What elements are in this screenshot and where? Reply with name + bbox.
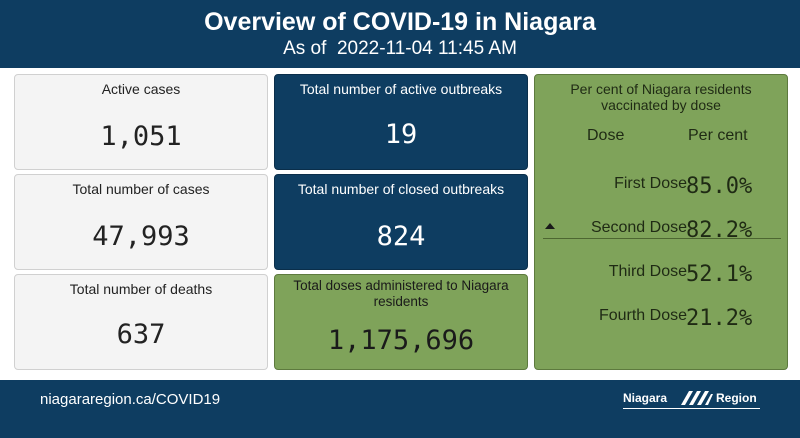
closed-outbreaks-card: Total number of closed outbreaks 824 xyxy=(274,174,528,270)
total-cases-label: Total number of cases xyxy=(72,181,210,197)
page-footer: niagararegion.ca/COVID19 Niagara Region xyxy=(0,380,800,438)
closed-outbreaks-label: Total number of closed outbreaks xyxy=(297,181,505,197)
dose-label-first: First Dose xyxy=(614,175,687,192)
dose-pct-first: 85.0% xyxy=(686,174,753,199)
vaccination-table: Per cent of Niagara residents vaccinated… xyxy=(534,74,788,370)
timestamp: 2022-11-04 11:45 AM xyxy=(336,38,517,59)
vaccination-title: Per cent of Niagara residents vaccinated… xyxy=(570,81,752,113)
page-title: Overview of COVID-19 in Niagara xyxy=(204,8,596,36)
active-cases-card: Active cases 1,051 xyxy=(14,74,268,170)
logo-mark-icon xyxy=(681,391,713,405)
doses-administered-label: Total doses administered to Niagara resi… xyxy=(293,278,509,309)
covid19-link[interactable]: niagararegion.ca/COVID19 xyxy=(40,391,221,408)
dose-pct-second: 82.2% xyxy=(686,218,753,243)
logo-text-region: Region xyxy=(716,391,757,405)
column-header-dose[interactable]: Dose xyxy=(587,127,625,144)
active-outbreaks-value: 19 xyxy=(384,119,418,150)
total-cases-value: 47,993 xyxy=(92,221,190,252)
table-divider xyxy=(543,238,781,239)
doses-administered-card: Total doses administered to Niagara resi… xyxy=(274,274,528,370)
logo-text-niagara: Niagara xyxy=(623,391,668,405)
dose-label-fourth: Fourth Dose xyxy=(598,307,687,324)
total-deaths-label: Total number of deaths xyxy=(69,281,213,297)
as-of-line: As of 2022-11-04 11:45 AM xyxy=(0,38,800,60)
as-of-label: As of xyxy=(283,38,327,59)
total-cases-card: Total number of cases 47,993 xyxy=(14,174,268,270)
dose-label-second: Second Dose xyxy=(590,219,687,236)
column-header-per-cent[interactable]: Per cent xyxy=(688,127,748,144)
active-cases-label: Active cases xyxy=(101,81,181,97)
niagara-region-logo: Niagara Region xyxy=(623,390,763,412)
dose-pct-third: 52.1% xyxy=(686,262,753,287)
logo-underline xyxy=(623,408,760,409)
doses-administered-value: 1,175,696 xyxy=(327,325,475,356)
total-deaths-value: 637 xyxy=(116,319,166,350)
sort-ascending-icon[interactable] xyxy=(545,223,555,229)
total-deaths-card: Total number of deaths 637 xyxy=(14,274,268,370)
dose-pct-fourth: 21.2% xyxy=(686,306,753,331)
page-header: Overview of COVID-19 in Niagara As of 20… xyxy=(0,0,800,68)
dose-label-third: Third Dose xyxy=(608,263,687,280)
active-outbreaks-card: Total number of active outbreaks 19 xyxy=(274,74,528,170)
active-outbreaks-label: Total number of active outbreaks xyxy=(299,81,503,97)
closed-outbreaks-value: 824 xyxy=(376,221,426,252)
active-cases-value: 1,051 xyxy=(100,121,182,152)
